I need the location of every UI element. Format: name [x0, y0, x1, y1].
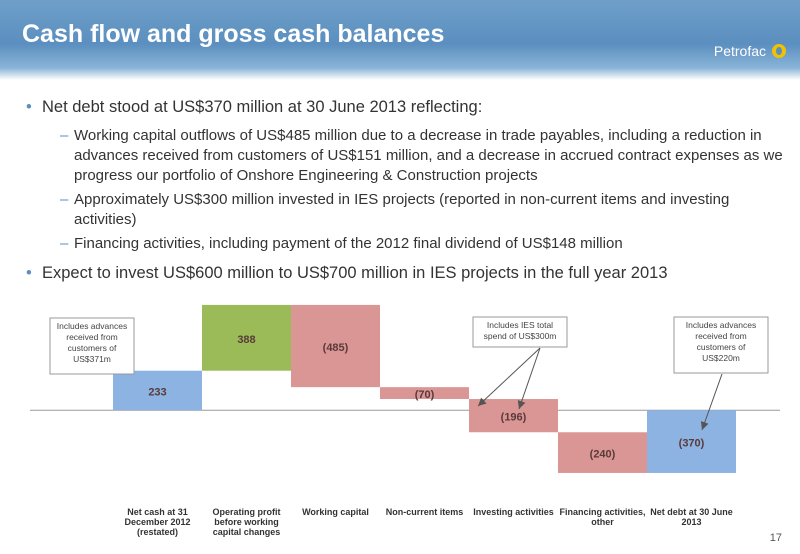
annotation-line: customers of	[68, 343, 117, 353]
annotation-box-0	[49, 317, 135, 375]
category-label-line: December 2012	[124, 517, 190, 527]
category-label-line: capital changes	[213, 527, 281, 537]
annotation-line: Includes advances	[57, 321, 127, 331]
category-label-line: (restated)	[137, 527, 178, 537]
header-bar: Cash flow and gross cash balances Petrof…	[0, 0, 800, 80]
category-label-1: Operating profit before working capital ch…	[213, 507, 281, 537]
bullet-list: Net debt stood at US$370 million at 30 J…	[26, 96, 786, 292]
bar-3	[380, 387, 469, 400]
category-label-line: Working capital	[302, 507, 369, 517]
logo-text: Petrofac	[713, 43, 766, 59]
annotation-box-1	[472, 316, 568, 348]
annotation-line: received from	[66, 332, 118, 342]
category-label-3: Non-current items	[386, 507, 464, 517]
bar-label-2: (485)	[323, 342, 349, 354]
page-number: 17	[769, 532, 782, 544]
annotation-line: Includes advances	[686, 320, 756, 330]
annotation-line: US$371m	[73, 354, 111, 364]
bar-label-6: (370)	[679, 438, 705, 450]
category-label-line: other	[591, 517, 614, 527]
sub-bullet-working-capital: Working capital outflows of US$485 milli…	[26, 126, 786, 186]
annotation-line: spend of US$300m	[484, 331, 557, 341]
bar-5	[558, 432, 647, 473]
category-label-line: Net cash at 31	[127, 507, 188, 517]
annotation-arrow-net-debt	[701, 373, 723, 431]
category-label-line: 2013	[681, 517, 701, 527]
bar-label-4: (196)	[501, 412, 527, 424]
category-label-4: Investing activities	[473, 507, 554, 517]
bar-1	[202, 304, 291, 371]
bullet-expect-invest: Expect to invest US$600 million to US$70…	[26, 262, 786, 284]
annotation-line: Includes IES total	[487, 320, 553, 330]
annotation-arrow-investing-head	[517, 400, 526, 409]
category-label-6: Net debt at 30 June 2013	[650, 507, 733, 527]
category-label-2: Working capital	[302, 507, 369, 517]
bar-6	[647, 410, 736, 473]
bar-4	[469, 399, 558, 433]
category-label-0: Net cash at 31 December 2012 (restated)	[124, 507, 190, 537]
sub-bullet-financing: Financing activities, including payment …	[26, 234, 786, 254]
annotation-line: US$220m	[702, 353, 740, 363]
annotation-text-2: Includes advances received from customers …	[686, 320, 756, 363]
category-label-line: Financing activities,	[559, 507, 645, 517]
sub-bullet-ies-investment: Approximately US$300 million invested in…	[26, 190, 786, 230]
bar-2	[291, 304, 380, 388]
bar-0	[113, 370, 202, 411]
annotation-arrow-non-current-head	[478, 397, 487, 406]
annotation-text-0: Includes advances received from customers …	[57, 321, 127, 364]
waterfall-chart: 233 Net cash at 31 December 2012 (restated)…	[30, 304, 780, 537]
category-label-line: Operating profit	[213, 507, 281, 517]
bar-label-3: (70)	[415, 389, 435, 401]
bar-label-5: (240)	[590, 449, 616, 461]
annotation-line: customers of	[697, 342, 746, 352]
annotation-arrow-investing	[518, 347, 541, 410]
bar-label-1: 388	[237, 334, 255, 346]
category-label-line: before working	[214, 517, 279, 527]
annotation-arrow-net-debt-head	[700, 421, 709, 430]
bar-label-0: 233	[148, 386, 166, 398]
category-label-5: Financing activities, other	[559, 507, 645, 527]
petrofac-logo-icon	[772, 44, 786, 58]
logo: Petrofac	[714, 40, 786, 62]
page-title: Cash flow and gross cash balances	[22, 20, 445, 48]
annotation-box-2	[673, 316, 769, 374]
annotation-line: received from	[695, 331, 747, 341]
category-label-line: Net debt at 30 June	[650, 507, 733, 517]
category-label-line: Investing activities	[473, 507, 554, 517]
annotation-text-1: Includes IES total spend of US$300m	[484, 320, 557, 341]
annotation-arrow-non-current	[477, 347, 541, 407]
bullet-net-debt: Net debt stood at US$370 million at 30 J…	[26, 96, 786, 118]
category-label-line: Non-current items	[386, 507, 464, 517]
